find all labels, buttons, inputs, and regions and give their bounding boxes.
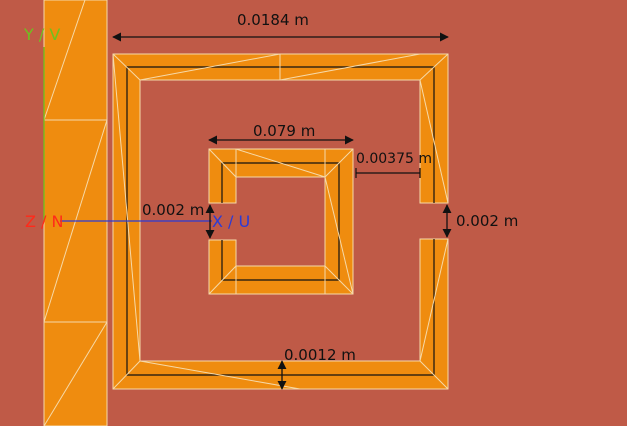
x-axis-label: X / U [212,212,250,231]
inner-ring [208,148,354,295]
inner-gap-label: 0.00375 m [356,151,432,167]
dimension-lines [112,32,452,390]
axis-indicator: Y / V Z / N X / U [23,25,250,231]
trace-width-label: 0.0012 m [284,346,356,364]
dimension-labels: 0.0184 m 0.079 m 0.00375 m 0.002 m 0.002… [142,11,518,364]
inner-slit-label: 0.002 m [142,201,204,219]
inner-width-label: 0.079 m [253,122,315,140]
z-axis-label: Z / N [25,212,64,231]
outer-slit-label: 0.002 m [456,212,518,230]
substrate-strip [43,0,108,426]
y-axis-label: Y / V [23,25,60,44]
outer-width-label: 0.0184 m [237,11,309,29]
